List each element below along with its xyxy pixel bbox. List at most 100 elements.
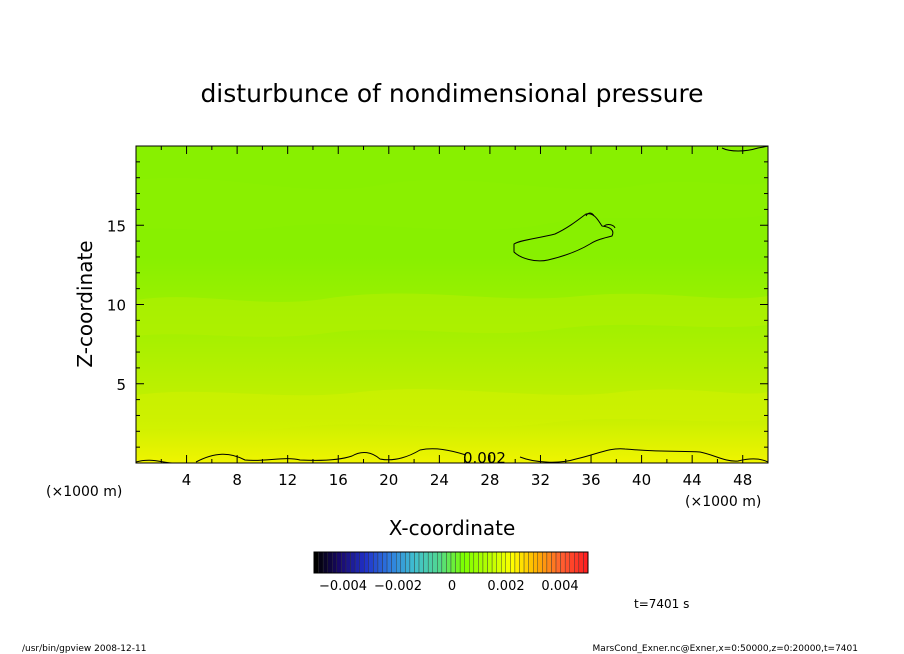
colorbar-cells bbox=[313, 551, 589, 574]
contour-label: 0.002 bbox=[463, 449, 506, 467]
colorbar-cell bbox=[354, 551, 360, 574]
contour-lines bbox=[136, 146, 768, 463]
colorbar-cell bbox=[574, 551, 580, 574]
x-axis-unit: (×1000 m) bbox=[685, 494, 761, 510]
colorbar-cell bbox=[341, 551, 347, 574]
colorbar-cell bbox=[542, 551, 548, 574]
colorbar-cell bbox=[437, 551, 443, 574]
colorbar-cell bbox=[564, 551, 570, 574]
footer-left: /usr/bin/gpview 2008-12-11 bbox=[22, 644, 146, 654]
colorbar-cell bbox=[523, 551, 529, 574]
colorbar-tick-label: 0.002 bbox=[487, 579, 524, 594]
colorbar-cell bbox=[473, 551, 479, 574]
x-tick-label: 40 bbox=[632, 471, 651, 489]
y-axis: 5 10 15 bbox=[107, 161, 768, 448]
y-tick-label: 15 bbox=[107, 217, 126, 235]
field-band-light bbox=[136, 293, 768, 337]
colorbar-cell bbox=[368, 551, 374, 574]
contour-upper-small bbox=[585, 212, 616, 229]
colorbar-cell bbox=[332, 551, 338, 574]
contour-upper-closed bbox=[513, 213, 614, 262]
colorbar-cell bbox=[569, 551, 575, 574]
colorbar-tick-label: −0.004 bbox=[319, 579, 367, 594]
colorbar-cell bbox=[414, 551, 420, 574]
colorbar-cell bbox=[350, 551, 356, 574]
colorbar-cell bbox=[322, 551, 328, 574]
heatmap-texture bbox=[136, 177, 768, 432]
colorbar-cell bbox=[359, 551, 365, 574]
colorbar-cell bbox=[583, 551, 589, 574]
x-tick-label: 44 bbox=[683, 471, 702, 489]
footer-right: MarsCond_Exner.nc@Exner,x=0:50000,z=0:20… bbox=[593, 644, 858, 654]
colorbar-cell bbox=[391, 551, 397, 574]
y-tick-label: 5 bbox=[116, 376, 126, 394]
colorbar-tick-label: 0.004 bbox=[541, 579, 578, 594]
colorbar-cell bbox=[386, 551, 392, 574]
colorbar-cell bbox=[373, 551, 379, 574]
colorbar-cell bbox=[345, 551, 351, 574]
colorbar-cell bbox=[533, 551, 538, 574]
colorbar-cell bbox=[441, 551, 447, 574]
x-tick-label: 8 bbox=[232, 471, 242, 489]
colorbar-cell bbox=[327, 551, 333, 574]
plot-area: 0.002 bbox=[135, 145, 769, 467]
colorbar-cell bbox=[514, 551, 520, 574]
colorbar-cell bbox=[537, 551, 543, 574]
colorbar-cell bbox=[423, 551, 429, 574]
colorbar: −0.004 −0.002 0 0.002 0.004 bbox=[313, 551, 589, 594]
colorbar-cell bbox=[396, 551, 401, 574]
colorbar-cell bbox=[377, 551, 383, 574]
time-label: t=7401 s bbox=[634, 597, 689, 611]
contour-top-right bbox=[721, 146, 768, 152]
colorbar-cell bbox=[409, 551, 415, 574]
colorbar-cell bbox=[491, 551, 497, 574]
colorbar-cell bbox=[464, 551, 470, 574]
colorbar-cell bbox=[400, 551, 406, 574]
colorbar-cell bbox=[418, 551, 424, 574]
colorbar-cell bbox=[446, 551, 452, 574]
x-tick-label: 36 bbox=[581, 471, 600, 489]
colorbar-cell bbox=[455, 551, 461, 574]
colorbar-cell bbox=[528, 551, 534, 574]
field-band-yellowish bbox=[136, 389, 768, 432]
colorbar-cell bbox=[487, 551, 493, 574]
y-axis-label: Z-coordinate bbox=[73, 240, 97, 367]
colorbar-cell bbox=[505, 551, 511, 574]
colorbar-cell bbox=[432, 551, 438, 574]
colorbar-cell bbox=[560, 551, 566, 574]
x-axis: 4 8 12 16 20 24 28 32 36 40 44 48 bbox=[160, 146, 752, 489]
x-tick-label: 4 bbox=[182, 471, 192, 489]
chart-title: disturbunce of nondimensional pressure bbox=[200, 79, 703, 108]
colorbar-frame bbox=[313, 551, 589, 574]
x-tick-label: 16 bbox=[329, 471, 348, 489]
field-band-green bbox=[136, 177, 768, 231]
x-tick-label: 48 bbox=[733, 471, 752, 489]
colorbar-cell bbox=[382, 551, 388, 574]
x-tick-label: 24 bbox=[430, 471, 449, 489]
y-axis-unit: (×1000 m) bbox=[46, 484, 122, 500]
colorbar-tick-label: −0.002 bbox=[374, 579, 422, 594]
colorbar-cell bbox=[551, 551, 557, 574]
colorbar-cell bbox=[336, 551, 342, 574]
y-tick-label: 10 bbox=[107, 297, 126, 315]
colorbar-cell bbox=[510, 551, 516, 574]
colorbar-cell bbox=[478, 551, 484, 574]
colorbar-cell bbox=[450, 551, 456, 574]
colorbar-cell bbox=[318, 551, 324, 574]
colorbar-cell bbox=[364, 551, 370, 574]
x-tick-label: 12 bbox=[278, 471, 297, 489]
x-axis-label: X-coordinate bbox=[389, 516, 516, 540]
colorbar-cell bbox=[496, 551, 502, 574]
colorbar-cell bbox=[405, 551, 411, 574]
x-tick-label: 28 bbox=[480, 471, 499, 489]
colorbar-cell bbox=[427, 551, 433, 574]
colorbar-cell bbox=[313, 551, 319, 574]
colorbar-cell bbox=[578, 551, 584, 574]
colorbar-cell bbox=[459, 551, 465, 574]
colorbar-cell bbox=[482, 551, 488, 574]
colorbar-cell bbox=[555, 551, 561, 574]
colorbar-cell bbox=[469, 551, 475, 574]
x-tick-label: 20 bbox=[379, 471, 398, 489]
colorbar-cell bbox=[519, 551, 525, 574]
